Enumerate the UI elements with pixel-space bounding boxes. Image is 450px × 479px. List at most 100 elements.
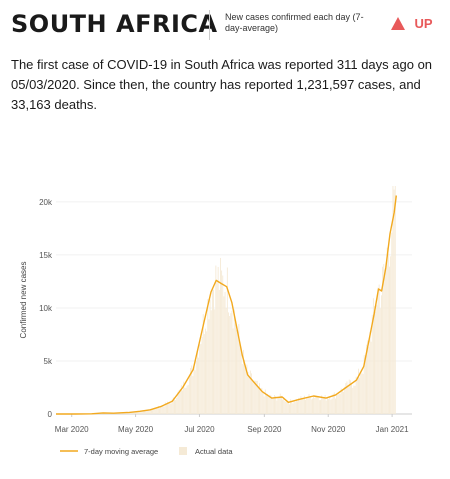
y-tick-label: 10k (39, 304, 53, 313)
actual-data-bar (125, 412, 127, 414)
actual-data-bar (225, 307, 227, 414)
actual-data-bar (386, 247, 388, 414)
actual-data-bar (134, 412, 136, 414)
actual-data-bar (353, 385, 355, 414)
actual-data-bar (338, 393, 340, 414)
metric-subtitle: New cases confirmed each day (7-day-aver… (225, 12, 364, 33)
y-tick-label: 0 (48, 410, 53, 419)
actual-data-bar (309, 396, 311, 414)
legend-bar-swatch (179, 447, 187, 455)
actual-data-bar (284, 401, 286, 414)
actual-data-bar (145, 410, 147, 414)
actual-data-bar (346, 381, 348, 414)
actual-data-bar (306, 398, 308, 414)
actual-data-bar (146, 410, 148, 414)
y-tick-label: 20k (39, 198, 53, 207)
actual-data-bar (232, 328, 234, 414)
x-tick-label: Jul 2020 (184, 425, 215, 434)
actual-data-bar (336, 393, 338, 414)
actual-data-bar (372, 298, 374, 414)
actual-data-bar (271, 397, 273, 414)
actual-data-bar (260, 388, 262, 414)
actual-data-bar (329, 397, 331, 414)
actual-data-bar (391, 232, 393, 414)
actual-data-bar (335, 398, 336, 414)
actual-data-bar (308, 394, 310, 414)
actual-data-bar (379, 308, 381, 414)
actual-data-bar (155, 407, 157, 414)
actual-data-bar (382, 266, 384, 414)
country-title: SOUTH AFRICA (11, 10, 218, 38)
actual-data-bar (174, 399, 175, 414)
actual-data-bar (240, 350, 242, 414)
actual-data-bar (164, 402, 166, 414)
actual-data-bar (131, 412, 133, 414)
actual-data-bar (337, 395, 339, 414)
actual-data-bar (303, 395, 305, 414)
actual-data-bar (228, 312, 229, 414)
actual-data-bar (193, 365, 195, 414)
actual-data-bar (331, 398, 333, 414)
actual-data-bar (224, 292, 226, 414)
actual-data-bar (231, 310, 233, 414)
actual-data-bar (368, 347, 370, 414)
actual-data-bar (198, 357, 200, 414)
actual-data-bar (366, 344, 367, 414)
actual-data-bar (253, 381, 255, 414)
actual-data-bar (252, 381, 254, 414)
actual-data-bar (347, 387, 349, 414)
actual-data-bar (171, 399, 173, 414)
actual-data-bar (176, 397, 178, 414)
actual-data-bar (330, 399, 332, 414)
actual-data-bar (367, 340, 369, 414)
actual-data-bar (300, 396, 302, 414)
actual-data-bar (156, 408, 158, 414)
actual-data-bar (239, 342, 241, 414)
actual-data-bar (140, 410, 142, 414)
x-tick-label: Sep 2020 (247, 425, 282, 434)
actual-data-bar (359, 377, 361, 414)
actual-data-bar (233, 309, 235, 414)
actual-data-bar (217, 266, 219, 414)
actual-data-bar (287, 403, 289, 414)
actual-data-bar (195, 360, 197, 414)
actual-data-bar (393, 189, 395, 414)
actual-data-bar (274, 395, 275, 414)
actual-data-bar (348, 379, 350, 414)
actual-data-bar (394, 186, 396, 414)
actual-data-bar (191, 365, 193, 414)
actual-data-bar (371, 314, 373, 414)
actual-data-bar (175, 400, 177, 414)
actual-data-bar (216, 282, 218, 414)
actual-data-bar (246, 364, 248, 414)
actual-data-bar (262, 392, 264, 414)
actual-data-bar (203, 334, 205, 414)
actual-data-bar (187, 384, 189, 414)
actual-data-bar (340, 388, 342, 414)
actual-data-bar (142, 410, 144, 414)
actual-data-bar (301, 397, 303, 414)
up-triangle-icon (391, 17, 405, 31)
actual-data-bar (167, 401, 168, 414)
actual-data-bar (257, 386, 259, 414)
actual-data-bar (272, 398, 274, 414)
actual-data-bar (266, 393, 267, 414)
trend-label: UP (414, 16, 433, 32)
actual-data-bar (299, 400, 301, 414)
actual-data-bar (206, 331, 208, 414)
actual-data-bar (229, 316, 231, 414)
actual-data-bar (190, 368, 191, 414)
actual-data-bar (325, 400, 327, 414)
actual-data-bar (186, 385, 188, 414)
actual-data-bar (369, 331, 371, 414)
actual-data-bar (247, 372, 249, 414)
actual-data-bar (276, 400, 278, 414)
actual-data-bar (207, 299, 209, 414)
actual-data-bar (226, 267, 228, 414)
actual-data-bar (151, 409, 152, 414)
x-tick-label: Nov 2020 (311, 425, 346, 434)
actual-data-bar (267, 393, 269, 414)
actual-data-bar (183, 381, 185, 414)
actual-data-bar (130, 411, 132, 414)
actual-data-bar (333, 392, 335, 414)
